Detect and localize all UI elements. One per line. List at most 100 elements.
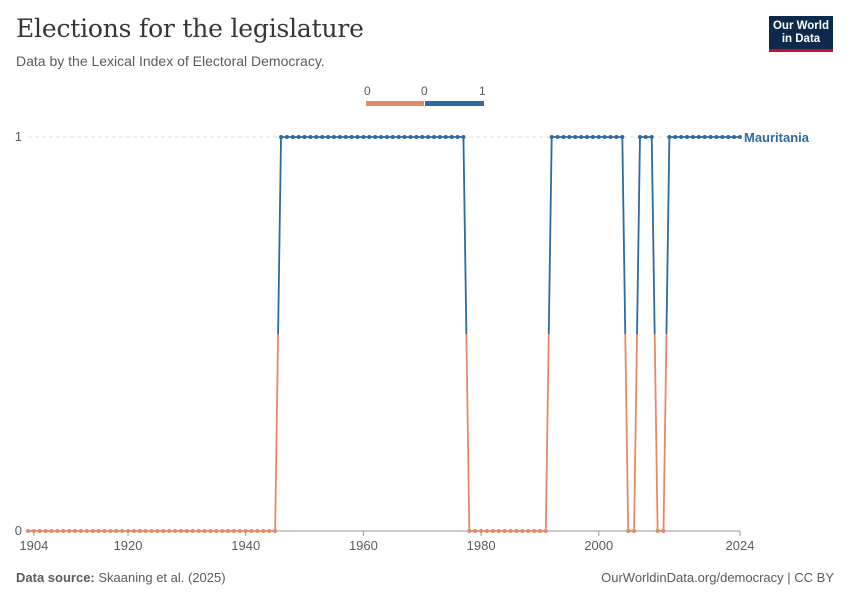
data-point: [167, 529, 172, 533]
data-point: [320, 135, 325, 139]
data-point: [467, 529, 472, 533]
data-point: [726, 135, 731, 139]
data-point: [696, 135, 701, 139]
data-point: [184, 529, 189, 533]
data-point: [355, 135, 360, 139]
data-point: [667, 135, 672, 139]
data-point: [343, 135, 348, 139]
data-point: [284, 135, 289, 139]
data-point: [655, 529, 660, 533]
data-point: [390, 135, 395, 139]
y-tick-label: 0: [15, 523, 22, 538]
data-point: [590, 135, 595, 139]
data-point: [432, 135, 437, 139]
x-tick-label: 1960: [349, 538, 378, 553]
data-point: [549, 135, 554, 139]
data-point: [78, 529, 83, 533]
series-connector: [547, 136, 553, 335]
footer-link[interactable]: OurWorldinData.org/democracy | CC BY: [601, 570, 834, 585]
data-point: [279, 135, 284, 139]
owid-logo[interactable]: Our World in Data: [769, 16, 833, 52]
color-legend[interactable]: 0 0 1: [364, 84, 486, 108]
data-point: [49, 529, 54, 533]
data-source: Data source: Skaaning et al. (2025): [16, 570, 226, 585]
data-point: [214, 529, 219, 533]
data-point: [108, 529, 113, 533]
data-point: [384, 135, 389, 139]
legend-label-mid: 0: [421, 84, 428, 98]
series-connector: [277, 136, 282, 335]
data-point: [579, 135, 584, 139]
data-point: [643, 135, 648, 139]
data-point: [243, 529, 248, 533]
series-connector: [653, 333, 659, 532]
x-tick-label: 2024: [726, 538, 755, 553]
data-point: [414, 135, 419, 139]
data-point: [178, 529, 183, 533]
chart-subtitle: Data by the Lexical Index of Electoral D…: [16, 53, 325, 69]
data-point: [473, 529, 478, 533]
data-point: [602, 135, 607, 139]
data-point: [484, 529, 489, 533]
data-point: [567, 135, 572, 139]
series-connector: [662, 333, 668, 532]
series-connector: [633, 333, 638, 532]
data-point: [585, 135, 590, 139]
data-point: [561, 135, 566, 139]
data-point: [449, 135, 454, 139]
series-connector: [544, 333, 550, 532]
data-point: [508, 529, 513, 533]
series-connector: [274, 333, 279, 532]
data-point: [708, 135, 713, 139]
legend-label-max: 1: [479, 84, 486, 98]
data-point: [679, 135, 684, 139]
data-point: [408, 135, 413, 139]
legend-label-min: 0: [364, 84, 371, 98]
chart-title: Elections for the legislature: [16, 14, 364, 43]
data-point: [137, 529, 142, 533]
data-point: [738, 135, 742, 139]
data-point: [573, 135, 578, 139]
data-point: [161, 529, 166, 533]
data-point: [37, 529, 42, 533]
data-point: [261, 529, 266, 533]
series-labels: Mauritania: [744, 130, 810, 145]
data-point: [220, 529, 225, 533]
data-point: [102, 529, 107, 533]
series-connector: [624, 333, 630, 532]
data-point: [326, 135, 331, 139]
data-point: [249, 529, 254, 533]
data-point: [479, 529, 484, 533]
data-point: [526, 529, 531, 533]
x-tick-label: 1980: [467, 538, 496, 553]
data-point: [379, 135, 384, 139]
data-point: [208, 529, 213, 533]
data-point: [126, 529, 131, 533]
data-point: [114, 529, 119, 533]
data-point: [537, 529, 542, 533]
data-point: [608, 135, 613, 139]
data-point: [120, 529, 125, 533]
data-point: [732, 135, 737, 139]
data-point: [26, 529, 30, 533]
data-point: [255, 529, 260, 533]
data-point: [190, 529, 195, 533]
y-tick-label: 1: [15, 129, 22, 144]
data-point: [131, 529, 136, 533]
data-point: [202, 529, 207, 533]
data-point: [67, 529, 72, 533]
data-point: [437, 135, 442, 139]
data-point: [702, 135, 707, 139]
data-point: [502, 529, 507, 533]
data-point: [455, 135, 460, 139]
legend-bar-low: [366, 101, 424, 106]
data-point: [267, 529, 272, 533]
data-point: [514, 529, 519, 533]
series-connector: [636, 136, 641, 335]
data-point: [626, 529, 631, 533]
data-point: [61, 529, 66, 533]
data-point: [196, 529, 201, 533]
data-point: [55, 529, 60, 533]
data-point: [337, 135, 342, 139]
data-point: [349, 135, 354, 139]
